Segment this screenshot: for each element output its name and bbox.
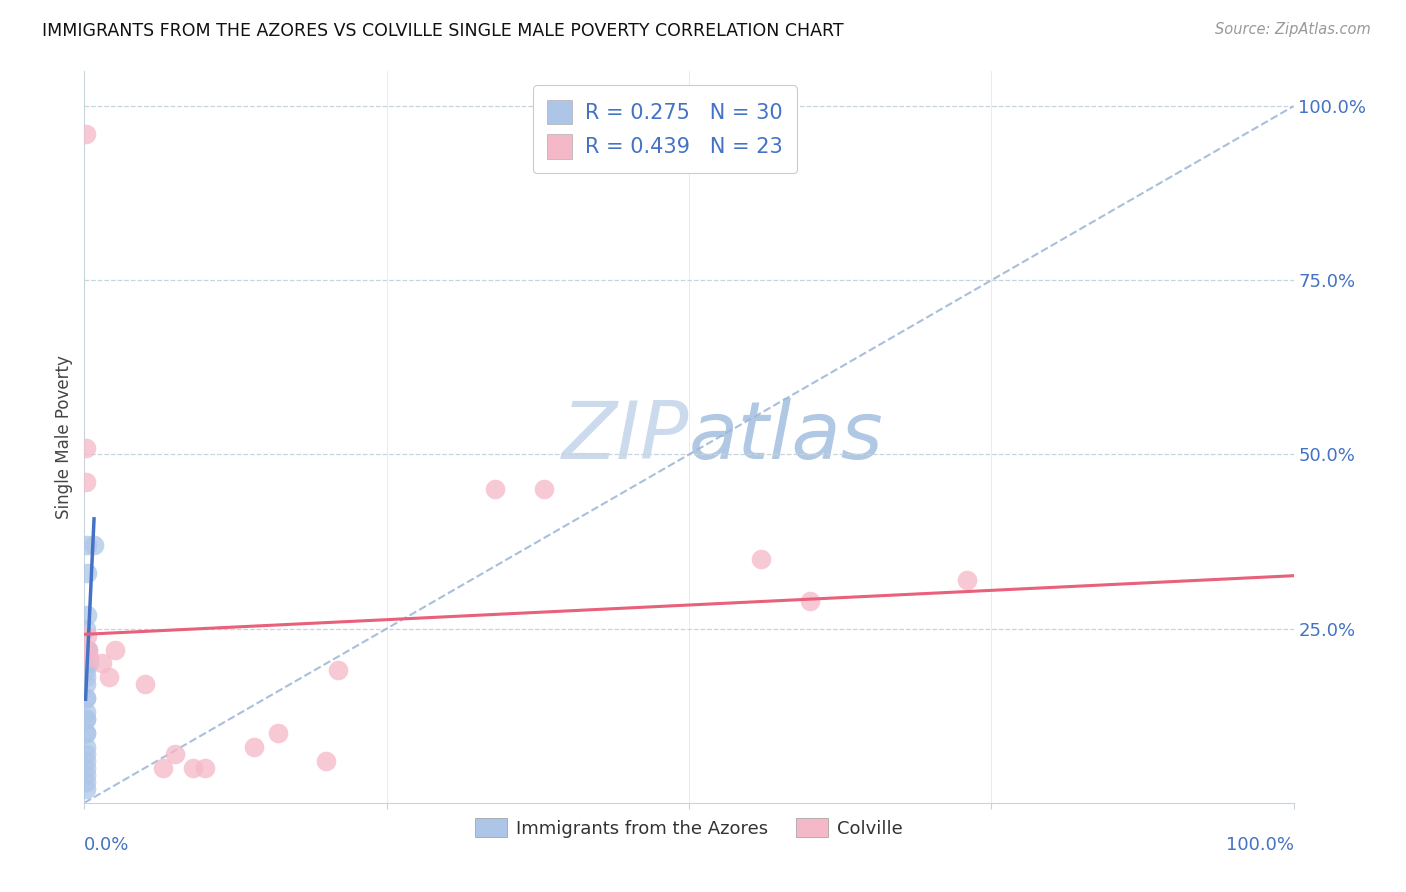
Point (76, 607, 98, 622)
Point (77, 642, 100, 657)
Point (533, 483, 555, 497)
Point (134, 677, 156, 691)
Point (76, 566, 98, 580)
Point (75, 441, 97, 455)
Point (75, 657, 97, 671)
Legend: Immigrants from the Azores, Colville: Immigrants from the Azores, Colville (468, 811, 910, 845)
Point (75, 622, 97, 636)
Text: atlas: atlas (689, 398, 884, 476)
Point (104, 642, 127, 657)
Point (97, 670, 120, 684)
Point (77, 649, 100, 664)
Point (75, 677, 97, 691)
Point (75, 712, 97, 726)
Point (75, 642, 97, 657)
Point (75, 691, 97, 706)
Point (751, 552, 773, 566)
Point (77, 657, 100, 671)
Text: 0.0%: 0.0% (84, 836, 129, 854)
Point (315, 754, 337, 768)
Point (75, 740, 97, 755)
Y-axis label: Single Male Poverty: Single Male Poverty (55, 355, 73, 519)
Point (242, 740, 264, 755)
Point (75, 691, 97, 706)
Point (75, 726, 97, 740)
Text: Source: ZipAtlas.com: Source: ZipAtlas.com (1215, 22, 1371, 37)
Point (75, 781, 97, 796)
Point (75, 775, 97, 789)
Point (75, 761, 97, 775)
Point (75, 664, 97, 678)
Point (75, 127, 97, 141)
Point (75, 726, 97, 740)
Point (75, 754, 97, 768)
Point (181, 761, 204, 775)
Point (75, 712, 97, 726)
Point (77, 642, 100, 657)
Point (75, 642, 97, 657)
Point (267, 726, 290, 740)
Point (75, 705, 97, 719)
Point (83, 538, 105, 552)
Point (194, 761, 217, 775)
Point (91, 657, 114, 671)
Text: ZIP: ZIP (561, 398, 689, 476)
Point (75, 475, 97, 490)
Text: IMMIGRANTS FROM THE AZORES VS COLVILLE SINGLE MALE POVERTY CORRELATION CHART: IMMIGRANTS FROM THE AZORES VS COLVILLE S… (42, 22, 844, 40)
Point (76, 642, 98, 657)
Point (152, 761, 174, 775)
Point (75, 657, 97, 671)
Point (75, 670, 97, 684)
Point (76, 538, 98, 552)
Point (75, 768, 97, 782)
Point (75, 747, 97, 761)
Point (75, 642, 97, 657)
Point (956, 573, 979, 587)
Point (165, 747, 187, 761)
Point (484, 483, 506, 497)
Point (76, 629, 98, 643)
Point (328, 664, 350, 678)
Text: 100.0%: 100.0% (1226, 836, 1294, 854)
Point (799, 594, 821, 608)
